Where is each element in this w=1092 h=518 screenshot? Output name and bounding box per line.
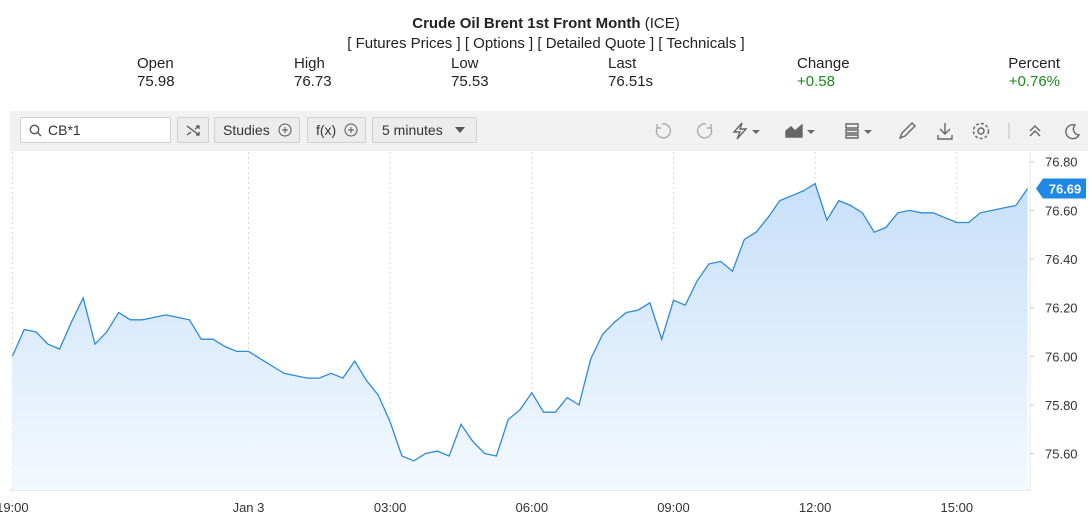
interval-button[interactable]: 5 minutes: [372, 117, 477, 143]
y-tick-label: 76.20: [1045, 301, 1078, 316]
symbol: CB*1: [48, 122, 81, 138]
stat-value: 76.51s: [608, 73, 654, 90]
last-price-tag: [1036, 178, 1086, 199]
stat-label: Low: [451, 55, 479, 72]
y-tick-label: 76.80: [1045, 155, 1078, 170]
stat: Last 76.51s: [608, 55, 653, 91]
stat-value: +0.58: [797, 73, 835, 90]
collapse-icon[interactable]: [1029, 125, 1041, 137]
stat-label: Open: [137, 55, 174, 72]
y-tick-label: 76.00: [1045, 349, 1078, 364]
header-links: [ Futures Prices ] [ Options ] [ Detaile…: [0, 35, 1092, 52]
y-tick-label: 75.80: [1045, 398, 1078, 413]
function-button[interactable]: f(x): [307, 117, 366, 143]
x-tick-label: 03:00: [374, 500, 407, 515]
studies-button[interactable]: Studies: [214, 117, 300, 143]
x-tick-label: 19:00: [0, 500, 29, 515]
header-link[interactable]: [ Options ]: [464, 35, 534, 52]
stat-label: Last: [608, 55, 637, 72]
plus-icon: [278, 123, 292, 137]
redo-icon[interactable]: [696, 123, 713, 139]
x-tick-label: 09:00: [657, 500, 690, 515]
symbol-search[interactable]: CB*1: [20, 117, 171, 143]
price-line: [11, 182, 1029, 462]
button-label: Studies: [223, 122, 270, 138]
area-fill: [12, 183, 1028, 490]
header-link[interactable]: [ Detailed Quote ]: [537, 35, 655, 52]
stat-label: Percent: [1008, 55, 1060, 72]
x-tick-label: 06:00: [516, 500, 549, 515]
settings-icon[interactable]: [977, 127, 985, 135]
header-link[interactable]: [ Futures Prices ]: [347, 35, 461, 52]
stat-value: 75.98: [137, 73, 175, 90]
toolbar-icons: [655, 122, 1080, 140]
stat-value: 76.73: [294, 73, 332, 90]
compare-button[interactable]: [177, 117, 209, 143]
plot: [11, 182, 1029, 490]
x-tick-label: 12:00: [799, 500, 832, 515]
x-tick-label: 15:00: [941, 500, 974, 515]
layout-icon[interactable]: [845, 123, 859, 139]
stat: Change +0.58: [797, 55, 850, 91]
search-icon: [29, 124, 42, 137]
flash-icon[interactable]: [732, 122, 748, 140]
undo-icon[interactable]: [655, 123, 672, 139]
button-label: f(x): [316, 122, 337, 138]
theme-icon[interactable]: [1065, 123, 1080, 140]
header-link[interactable]: [ Technicals ]: [658, 35, 745, 52]
last-price-label: 76.69: [1049, 181, 1082, 196]
y-tick-label: 75.60: [1045, 447, 1078, 462]
dropdown-icon: [455, 127, 465, 133]
draw-icon[interactable]: [898, 122, 916, 140]
download-icon[interactable]: [937, 123, 953, 140]
stat: Low 75.53: [451, 55, 489, 91]
stat: Percent +0.76%: [1008, 55, 1060, 91]
chart-type-icon[interactable]: [785, 123, 803, 138]
header-title-row: Crude Oil Brent 1st Front Month (ICE): [0, 15, 1092, 32]
toolbar: CB*1 Studies f(x) 5 minutes: [10, 111, 1088, 151]
button-label: 5 minutes: [382, 122, 443, 138]
shuffle-icon: [186, 125, 200, 136]
y-tick-label: 76.60: [1045, 203, 1078, 218]
stat: High 76.73: [294, 55, 332, 91]
title: Crude Oil Brent 1st Front Month: [412, 15, 641, 32]
plus-icon: [344, 123, 358, 137]
x-tick-label: Jan 3: [233, 500, 265, 515]
stat-value: 75.53: [451, 73, 489, 90]
stat-label: High: [294, 55, 325, 72]
stat-label: Change: [797, 55, 850, 72]
stat: Open 75.98: [137, 55, 175, 91]
exchange: (ICE): [644, 15, 680, 32]
stat-value: +0.76%: [1008, 73, 1060, 90]
y-tick-label: 76.40: [1045, 252, 1078, 267]
